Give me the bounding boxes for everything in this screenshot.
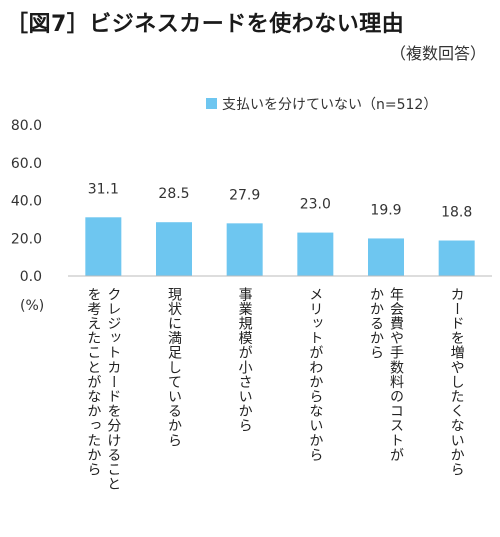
legend-swatch bbox=[206, 98, 217, 109]
legend: 支払いを分けていない（n=512） bbox=[206, 97, 437, 113]
category-label-line: カードを増やしたくないから bbox=[449, 287, 465, 477]
category-label: 事業規模が小さいから bbox=[237, 287, 253, 433]
value-labels: 31.1 28.5 27.9 23.0 19.9 18.8 bbox=[88, 181, 473, 220]
category-label: カードを増やしたくないから bbox=[449, 287, 465, 477]
bars bbox=[85, 217, 475, 276]
bar-value-label: 31.1 bbox=[88, 181, 119, 197]
bar bbox=[368, 238, 404, 276]
y-tick-label: 40.0 bbox=[11, 194, 42, 210]
bar bbox=[226, 223, 263, 276]
y-tick-label: 0.0 bbox=[20, 269, 42, 285]
category-label-line: メリットがわからないから bbox=[307, 287, 323, 462]
category-label-line: 事業規模が小さいから bbox=[237, 287, 253, 433]
legend-label: 支払いを分けていない（n=512） bbox=[222, 97, 437, 113]
bar bbox=[438, 240, 475, 276]
category-label: メリットがわからないから bbox=[307, 287, 323, 462]
category-label-line: 現状に満足しているから bbox=[166, 287, 182, 448]
y-tick-label: 20.0 bbox=[11, 231, 42, 247]
y-tick-label: 80.0 bbox=[11, 118, 42, 134]
bar bbox=[156, 222, 192, 276]
category-label: 現状に満足しているから bbox=[166, 287, 182, 448]
bar-value-label: 27.9 bbox=[229, 187, 260, 203]
bar-value-label: 18.8 bbox=[441, 205, 472, 221]
bar bbox=[297, 232, 334, 276]
bar-value-label: 23.0 bbox=[300, 197, 331, 213]
category-label-line: かかるから bbox=[368, 287, 384, 360]
bar-value-label: 28.5 bbox=[158, 186, 189, 202]
chart-title: ［図7］ビジネスカードを使わない理由 bbox=[6, 12, 405, 37]
category-label-line: 年会費や手数料のコストが bbox=[388, 287, 404, 462]
chart-subtitle: （複数回答） bbox=[389, 44, 486, 63]
category-label-line: を考えたことがなかったから bbox=[85, 287, 101, 477]
y-axis: 0.0 20.0 40.0 60.0 80.0 bbox=[11, 118, 42, 285]
bar bbox=[85, 217, 122, 276]
bar-value-label: 19.9 bbox=[370, 202, 401, 218]
y-axis-unit: (%) bbox=[20, 298, 44, 314]
y-tick-label: 60.0 bbox=[11, 156, 42, 172]
category-label-line: クレジットカードを分けること bbox=[105, 287, 121, 491]
